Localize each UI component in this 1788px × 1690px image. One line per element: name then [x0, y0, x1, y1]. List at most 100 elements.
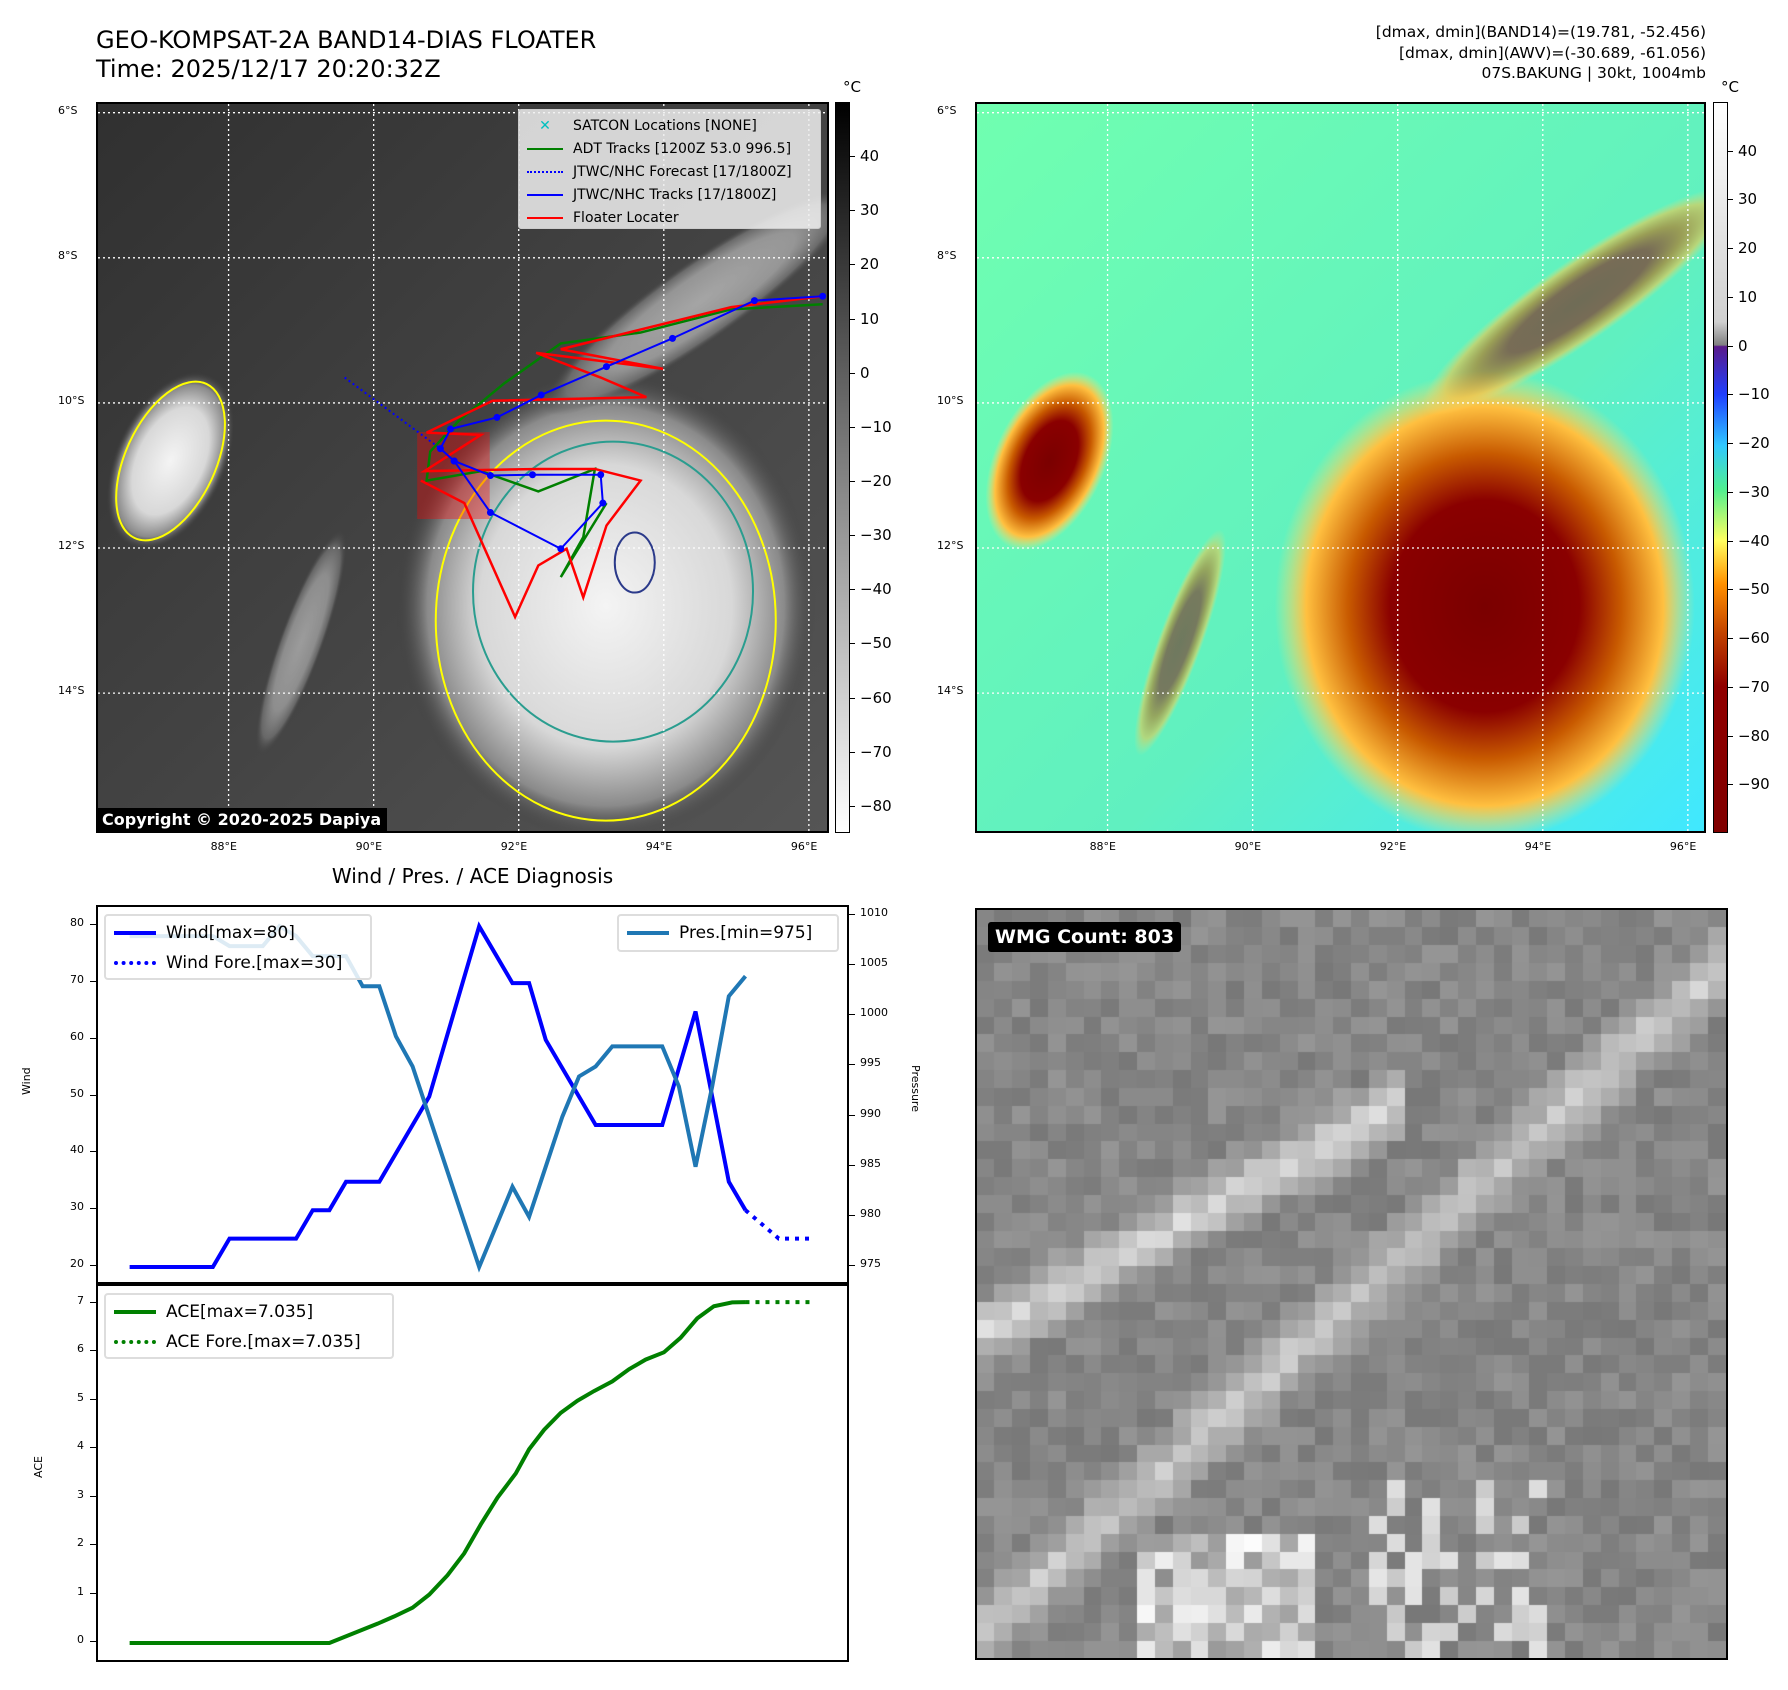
- cloud-band-north: [1421, 187, 1704, 416]
- colorbar-tick-mark: [850, 535, 855, 537]
- lon-label: 90°E: [1234, 840, 1262, 853]
- legend-pressure: Pres.[min=975]: [679, 923, 813, 943]
- stats-text: [dmax, dmin](BAND14)=(19.781, -52.456) […: [1376, 22, 1706, 84]
- legend-floater: Floater Locater: [573, 209, 679, 226]
- y-tick-mark: [90, 1151, 96, 1153]
- jtwc-track-point: [528, 471, 536, 479]
- cloud-band-sw: [1134, 529, 1227, 756]
- y-tick-label: 30: [70, 1200, 84, 1214]
- y2-tick-label: 985: [860, 1156, 881, 1170]
- y-tick-label: 1: [77, 1584, 84, 1598]
- y-tick-mark: [90, 1641, 96, 1643]
- colorbar-tick-label: 30: [860, 201, 880, 220]
- y-tick-mark: [90, 1350, 96, 1352]
- contour-teal: [472, 440, 755, 743]
- colorbar-tick-label: −50: [1738, 580, 1770, 599]
- lon-label: 92°E: [1379, 840, 1407, 853]
- colorbar-grayscale: [835, 102, 850, 833]
- lon-label: 94°E: [645, 840, 673, 853]
- y2-tick-mark: [849, 1114, 855, 1116]
- wmg-panel: [975, 908, 1728, 1660]
- y2-tick-label: 995: [860, 1056, 881, 1070]
- colorbar-tick-mark: [850, 805, 855, 807]
- jtwc-track-point: [668, 334, 676, 342]
- colorbar-tick-label: −40: [1738, 531, 1770, 550]
- colorbar-tick-mark: [1728, 394, 1733, 396]
- jtwc-track-point: [486, 471, 494, 479]
- adt-track: [425, 303, 823, 578]
- y-tick-label: 4: [77, 1439, 84, 1453]
- colorbar-awv: [1713, 102, 1728, 833]
- colorbar-tick-label: 0: [860, 363, 870, 382]
- colorbar-tick-mark: [850, 264, 855, 266]
- lon-label: 88°E: [210, 840, 238, 853]
- storm-cloud: [395, 371, 816, 831]
- pressure-axis-label: Pressure: [909, 1065, 922, 1112]
- colorbar-tick-label: 30: [1738, 190, 1758, 209]
- y2-tick-label: 1000: [860, 1006, 888, 1020]
- legend-tracks: JTWC/NHC Tracks [17/1800Z]: [573, 186, 777, 203]
- lat-label: 12°S: [937, 539, 964, 553]
- colorbar-tick-mark: [850, 751, 855, 753]
- y-tick-label: 0: [77, 1633, 84, 1647]
- jtwc-track-point: [447, 425, 455, 433]
- band14-stats: [dmax, dmin](BAND14)=(19.781, -52.456): [1375, 23, 1706, 41]
- y-tick-label: 5: [77, 1390, 84, 1404]
- track-line-icon: [527, 193, 563, 196]
- y2-tick-label: 990: [860, 1106, 881, 1120]
- colorbar-tick-mark: [850, 210, 855, 212]
- colorbar-tick-mark: [850, 156, 855, 158]
- y-tick-label: 80: [70, 916, 84, 930]
- colorbar-tick-label: −80: [1738, 726, 1770, 745]
- lon-label: 96°E: [790, 840, 818, 853]
- colorbar-tick-mark: [1728, 199, 1733, 201]
- colorbar-tick-label: −20: [860, 472, 892, 491]
- y2-tick-mark: [849, 1264, 855, 1266]
- lat-label: 14°S: [937, 684, 964, 698]
- jtwc-track-point: [819, 292, 827, 300]
- colorbar-tick-label: −30: [1738, 482, 1770, 501]
- wmg-count-label: WMG Count: 803: [988, 922, 1182, 952]
- lon-label: 94°E: [1524, 840, 1552, 853]
- y-tick-mark: [90, 1447, 96, 1449]
- y-tick-mark: [90, 1592, 96, 1594]
- y-tick-mark: [90, 1208, 96, 1210]
- y-tick-label: 3: [77, 1487, 84, 1501]
- y2-tick-label: 980: [860, 1206, 881, 1220]
- colorbar2-unit: °C: [1721, 78, 1739, 96]
- y-tick-label: 7: [77, 1293, 84, 1307]
- legend-ace-forecast: ACE Fore.[max=7.035]: [166, 1332, 361, 1352]
- colorbar-tick-mark: [1728, 540, 1733, 542]
- y-tick-mark: [90, 1264, 96, 1266]
- lon-label: 96°E: [1669, 840, 1697, 853]
- colorbar-tick-mark: [1728, 345, 1733, 347]
- lon-label: 90°E: [355, 840, 383, 853]
- lat-label: 6°S: [937, 103, 957, 117]
- colorbar-tick-mark: [1728, 735, 1733, 737]
- colorbar-tick-mark: [1728, 443, 1733, 445]
- ace-legend: ACE[max=7.035] ACE Fore.[max=7.035]: [104, 1293, 394, 1359]
- jtwc-track-point: [436, 445, 444, 453]
- legend-wind: Wind[max=80]: [166, 923, 295, 943]
- colorbar-tick-label: 40: [860, 147, 880, 166]
- wind-forecast-line-icon: [114, 961, 156, 965]
- colorbar-tick-label: −10: [860, 417, 892, 436]
- title-time: Time: 2025/12/17 20:20:32Z: [96, 55, 441, 83]
- y-tick-label: 70: [70, 973, 84, 987]
- y-tick-mark: [90, 924, 96, 926]
- jtwc-track: [439, 295, 823, 550]
- y2-tick-mark: [849, 964, 855, 966]
- cloud-band-north: [542, 187, 827, 416]
- colorbar-tick-label: 20: [1738, 239, 1758, 258]
- diagnosis-title: Wind / Pres. / ACE Diagnosis: [331, 864, 614, 888]
- cloud-band-west: [985, 371, 1114, 551]
- jtwc-track-point: [599, 499, 607, 507]
- y2-tick-label: 1005: [860, 956, 888, 970]
- jtwc-track-point: [486, 508, 494, 516]
- lon-label: 88°E: [1089, 840, 1117, 853]
- figure-title: GEO-KOMPSAT-2A BAND14-DIAS FLOATER Time:…: [96, 26, 596, 84]
- lat-label: 10°S: [937, 393, 964, 407]
- pressure-legend: Pres.[min=975]: [617, 914, 839, 952]
- wind-line-icon: [114, 931, 156, 935]
- wind-axis-label: Wind: [20, 1067, 33, 1095]
